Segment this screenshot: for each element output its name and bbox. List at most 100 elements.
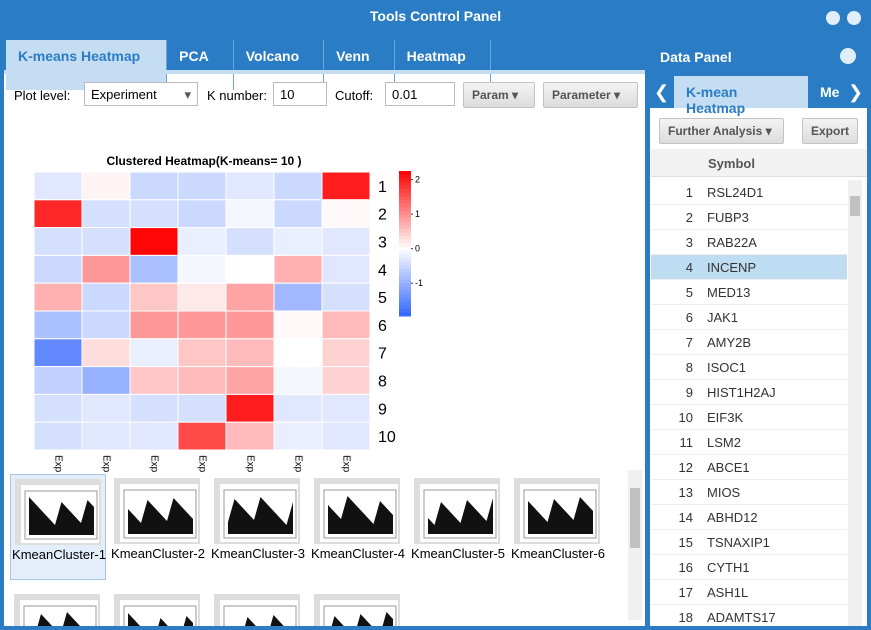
tab[interactable]: PCA [167,40,234,90]
thumbnail-plot [21,485,99,543]
thumbnail-box[interactable] [214,594,300,626]
value: 10 [280,87,295,102]
heatmap-cell [273,310,323,340]
row-number: 9 [685,385,693,400]
tab[interactable]: K-means Heatmap [6,40,168,90]
row-number: 7 [685,335,693,350]
row-number: 8 [685,360,693,375]
scrollbar[interactable] [628,470,642,620]
thumbnail[interactable]: KmeanCluster-4 [310,474,406,580]
thumbnail[interactable]: KmeanCluster-3 [210,474,306,580]
heatmap-cell [273,393,323,423]
tab[interactable]: Volcano [234,40,325,90]
symbol: JAK1 [707,310,739,325]
symbol: CYTH1 [707,560,750,575]
colorbar-step [399,221,411,226]
symbol: AMY2B [707,335,752,350]
thumbnail-box[interactable] [114,594,200,626]
data-tab[interactable]: K-mean Heatmap [674,76,808,116]
colorbar-step [399,218,411,223]
thumbnail-box [114,478,200,544]
heatmap-cell [33,254,83,284]
minimize[interactable] [826,11,840,25]
export[interactable]: Export [802,118,858,144]
parameter-button[interactable]: Parameter ▾ [543,82,638,108]
table-row[interactable]: 13 MIOS [651,480,847,505]
symbol: MED13 [707,285,751,300]
thumbnail[interactable]: KmeanCluster-5 [410,474,506,580]
table-row[interactable]: 3 RAB22A [651,230,847,255]
heatmap-cell [81,310,131,340]
heatmap-title: Clustered Heatmap(K-means= 10 ) [106,154,301,168]
thumbnail-plot [320,600,398,626]
row-number: 6 [685,310,693,325]
colorbar-step [399,185,411,190]
thumbnail-shape [228,615,284,626]
collapse[interactable] [840,48,856,64]
scroll-thumb[interactable] [630,488,640,548]
heatmap-cell [273,282,323,312]
symbol: INCENP [707,260,757,275]
table-row[interactable]: 9 HIST1H2AJ [651,380,847,405]
thumbnail[interactable]: KmeanCluster-1 [10,474,106,580]
table-row[interactable]: 17 ASH1L [651,580,847,605]
thumbnail-frame [23,605,97,626]
colorbar-tick-label: 1 [415,209,420,219]
tab[interactable]: Heatmap [395,40,491,90]
heatmap-cell [321,282,371,312]
row-number: 3 [685,235,693,250]
thumbnail-plot [320,484,398,542]
thumbnail-box[interactable] [14,594,100,626]
table-body: 1 RSL24D1 2 FUBP3 3 RAB22A 4 INCENP 5 MED13 6 JAK1 7… [651,180,847,626]
value: Experiment [91,87,157,102]
tab-next[interactable]: ❯ [848,82,864,102]
row-label: 4 [378,262,387,279]
table-row[interactable]: 6 JAK1 [651,305,847,330]
data-tab[interactable]: Me [820,84,840,100]
colorbar-step [399,308,411,313]
symbol: RSL24D1 [707,185,764,200]
table-row[interactable]: 12 ABCE1 [651,455,847,480]
table-row[interactable]: 11 LSM2 [651,430,847,455]
colorbar-step [399,258,411,263]
param-button[interactable]: Param ▾ [463,82,535,108]
thumbnail-shape [128,613,193,626]
colorbar-tick-label: -1 [415,278,423,288]
k-input[interactable]: 10 [273,82,327,106]
table-row[interactable]: 8 ISOC1 [651,355,847,380]
thumbnail-box [15,479,101,545]
table-row[interactable]: 5 MED13 [651,280,847,305]
colorbar-step [399,276,411,281]
heatmap-cell [273,366,323,395]
colorbar-step [399,297,411,302]
colorbar-step [399,203,411,208]
close[interactable] [847,11,861,25]
colorbar-step [399,181,411,186]
tab[interactable]: Venn [324,40,395,90]
table-row[interactable]: 16 CYTH1 [651,555,847,580]
heatmap-cell [33,338,83,368]
table-row[interactable]: 1 RSL24D1 [651,180,847,205]
table-row[interactable]: 10 EIF3K [651,405,847,430]
colorbar-tick-label: 0 [415,244,420,254]
table-row[interactable]: 4 INCENP [651,255,847,280]
scroll-thumb[interactable] [850,196,860,216]
thumbnail-box[interactable] [314,594,400,626]
colorbar-step [399,312,411,317]
table-row[interactable]: 15 TSNAXIP1 [651,530,847,555]
plot-level-select[interactable]: Experiment ▾ [84,82,198,106]
cutoff-input[interactable]: 0.01 [385,82,455,106]
table-row[interactable]: 2 FUBP3 [651,205,847,230]
thumbnail[interactable]: KmeanCluster-2 [110,474,206,580]
row-label: 1 [378,179,387,196]
thumbnail[interactable]: KmeanCluster-6 [510,474,606,580]
thumbnail-shape [228,497,293,534]
scrollbar[interactable] [848,180,862,626]
further-analysis[interactable]: Further Analysis ▾ [659,118,784,144]
row-number: 2 [685,210,693,225]
table-row[interactable]: 18 ADAMTS17 [651,605,847,626]
tab-prev[interactable]: ❮ [654,82,670,102]
table-row[interactable]: 7 AMY2B [651,330,847,355]
thumbnail-frame [24,490,98,540]
table-row[interactable]: 14 ABHD12 [651,505,847,530]
